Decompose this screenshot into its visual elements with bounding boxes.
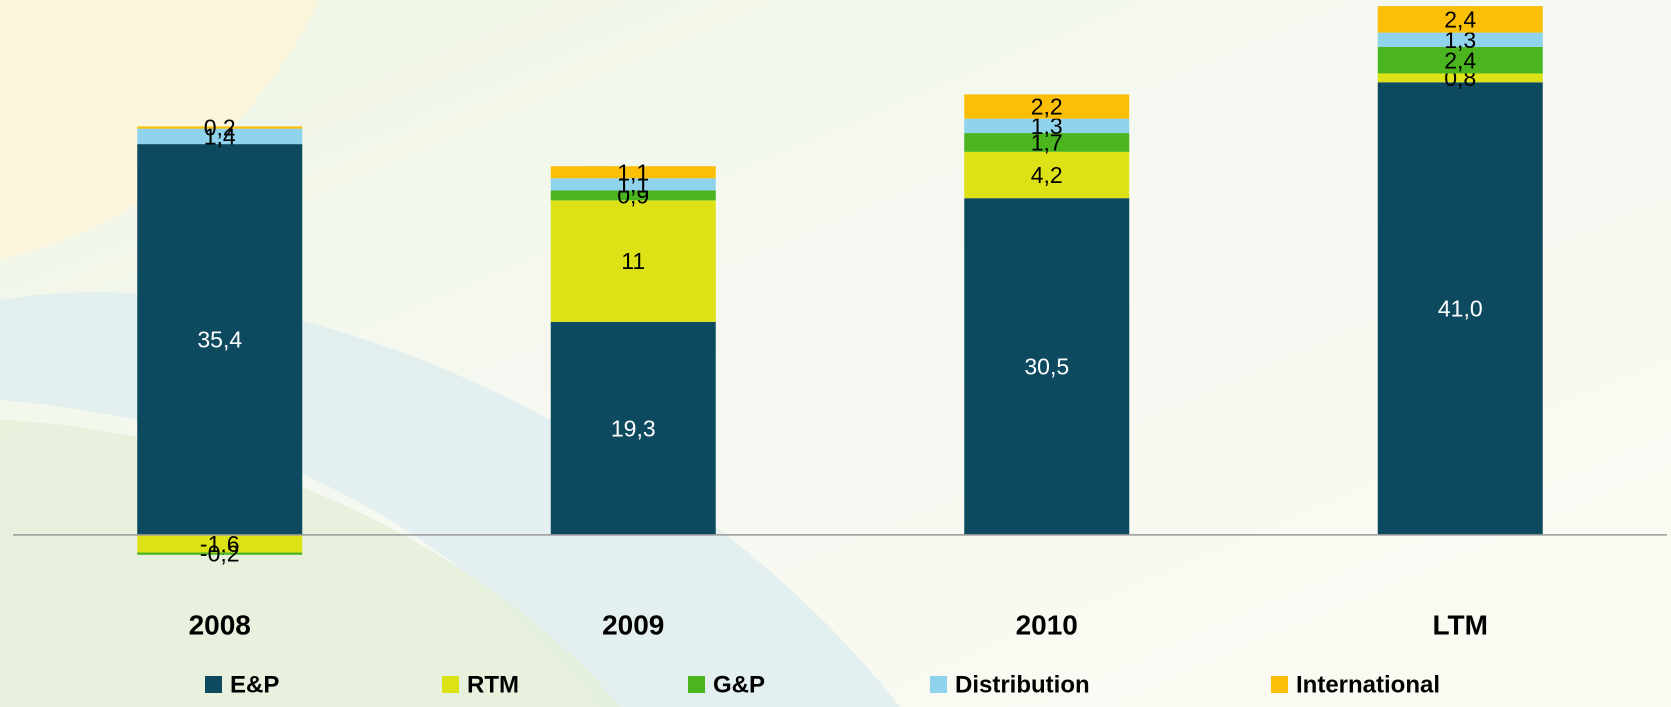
- bar-segment: [550, 166, 716, 179]
- bar-segment: [137, 552, 303, 555]
- value-label: 41,0: [1438, 296, 1483, 322]
- value-label: 2,4: [1444, 47, 1476, 73]
- value-label: 30,5: [1024, 354, 1069, 380]
- legend-label: G&P: [713, 671, 765, 698]
- bar-segment: [964, 94, 1130, 119]
- value-label: 2,2: [1031, 94, 1063, 120]
- value-label: -0,2: [200, 541, 240, 567]
- bar-segment: [1377, 32, 1543, 47]
- bar-segment: [550, 200, 716, 322]
- bar-segment: [1377, 73, 1543, 83]
- value-label: 4,2: [1031, 162, 1063, 188]
- legend-label: RTM: [467, 671, 519, 698]
- bar-segment: [137, 534, 303, 553]
- legend-label: International: [1296, 671, 1440, 698]
- bar-segment: [550, 178, 716, 191]
- value-label: 1,7: [1031, 130, 1063, 156]
- legend-label: Distribution: [955, 671, 1090, 698]
- x-tick-label: 2010: [1016, 609, 1078, 640]
- legend-label: E&P: [230, 671, 279, 698]
- bar-segment: [550, 190, 716, 201]
- bar-segment: [964, 151, 1130, 199]
- value-label: 11: [621, 248, 645, 274]
- value-label: 1,1: [617, 159, 649, 185]
- bar-segment: [137, 144, 303, 535]
- bar-segment: [1377, 82, 1543, 535]
- legend-swatch: [688, 676, 705, 693]
- legend-swatch: [930, 676, 947, 693]
- x-tick-label: 2008: [189, 609, 251, 640]
- bar-segment: [964, 118, 1130, 134]
- value-label: 19,3: [611, 415, 656, 441]
- value-label: 35,4: [197, 327, 242, 353]
- bar-segment: [1377, 6, 1543, 33]
- value-label: 0,2: [204, 115, 236, 141]
- bar-segment: [1377, 46, 1543, 74]
- bar-segment: [964, 198, 1130, 535]
- bar-segment: [137, 126, 303, 129]
- bar-segment: [550, 321, 716, 535]
- x-tick-label: 2009: [602, 609, 664, 640]
- x-tick-label: LTM: [1433, 609, 1488, 640]
- legend-swatch: [1271, 676, 1288, 693]
- legend-swatch: [205, 676, 222, 693]
- value-label: 2,4: [1444, 6, 1476, 32]
- legend-swatch: [442, 676, 459, 693]
- bar-segment: [964, 133, 1130, 152]
- bar-segment: [137, 128, 303, 145]
